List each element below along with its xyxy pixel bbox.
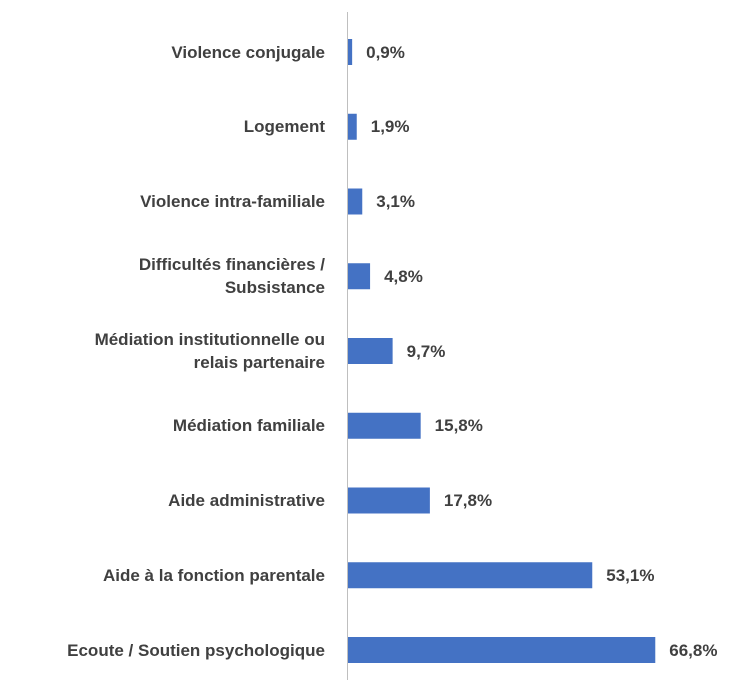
value-label: 66,8% bbox=[669, 640, 718, 660]
category-label: Ecoute / Soutien psychologique bbox=[67, 640, 325, 660]
value-label: 9,7% bbox=[406, 341, 446, 361]
bar bbox=[348, 188, 363, 215]
category-label: Violence intra-familiale bbox=[140, 192, 325, 211]
value-label: 53,1% bbox=[606, 565, 655, 585]
category-label: Aide administrative bbox=[168, 491, 325, 510]
bar bbox=[348, 412, 421, 439]
value-label: 3,1% bbox=[376, 192, 415, 211]
bar bbox=[348, 637, 656, 663]
bar bbox=[348, 487, 430, 514]
category-label: Difficultés financières / Subsistance bbox=[138, 255, 325, 298]
category-label: Médiation institutionnelle ou relais par… bbox=[94, 330, 325, 372]
value-label: 17,8% bbox=[443, 491, 493, 510]
bar bbox=[348, 562, 593, 589]
bar bbox=[348, 113, 357, 140]
bar bbox=[348, 39, 353, 65]
bar bbox=[348, 263, 371, 290]
bar bbox=[348, 338, 393, 364]
category-label: Logement bbox=[243, 117, 325, 137]
category-label: Aide à la fonction parentale bbox=[103, 565, 325, 585]
value-label: 1,9% bbox=[370, 117, 410, 137]
category-label: Violence conjugale bbox=[171, 42, 325, 62]
value-label: 15,8% bbox=[434, 416, 483, 436]
value-label: 0,9% bbox=[366, 42, 405, 62]
value-label: 4,8% bbox=[384, 266, 423, 286]
category-label: Médiation familiale bbox=[172, 416, 325, 436]
